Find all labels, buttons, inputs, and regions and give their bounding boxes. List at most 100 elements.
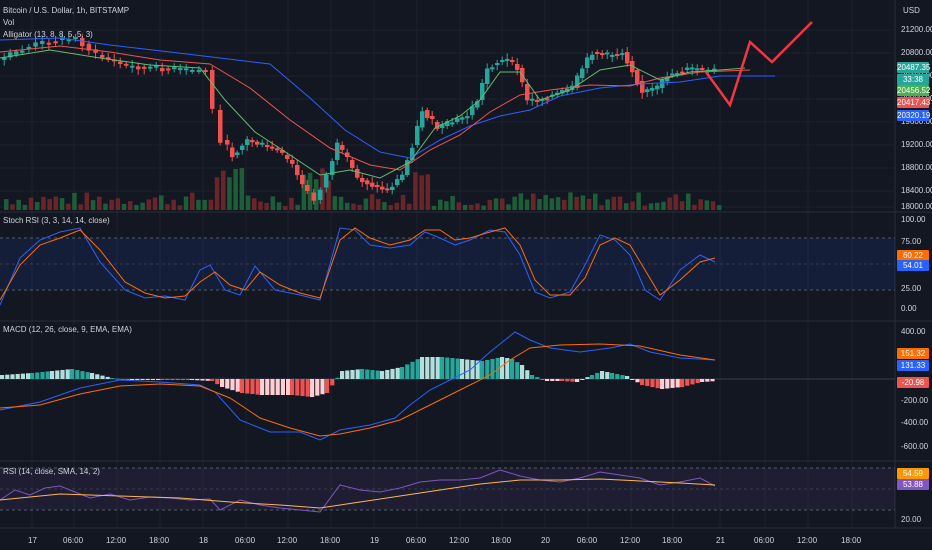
macd-histogram-bar: [55, 370, 60, 379]
macd-histogram-bar: [245, 379, 250, 394]
candle-body: [106, 57, 111, 60]
stoch-badge: 54.01: [897, 260, 929, 271]
volume-bar: [717, 205, 722, 210]
macd-histogram-bar: [26, 373, 31, 379]
volume-bar: [245, 195, 251, 210]
candle-body: [40, 41, 45, 44]
volume-bar: [487, 199, 493, 210]
volume-bar: [221, 170, 226, 210]
macd-histogram-bar: [430, 357, 435, 379]
rsi-badge: 53.88: [897, 479, 929, 490]
volume-bar: [276, 202, 282, 210]
macd-histogram-bar: [295, 379, 300, 396]
alligator-jaw-line: [0, 37, 775, 159]
candle-body: [420, 111, 425, 128]
macd-histogram-bar: [280, 379, 285, 395]
macd-histogram-bar: [345, 370, 350, 379]
candle-body: [565, 88, 570, 92]
volume-bar: [177, 205, 183, 210]
candle-body: [270, 146, 275, 149]
candle-body: [415, 125, 420, 145]
volume-bar: [481, 205, 486, 210]
candle-body: [480, 82, 485, 100]
macd-histogram-bar: [140, 379, 145, 380]
macd-histogram-bar: [465, 359, 470, 379]
volume-bar: [103, 203, 108, 210]
macd-label: MACD (12, 26, close, 9, EMA, EMA): [3, 325, 132, 334]
candle-body: [580, 68, 585, 78]
candle-body: [250, 140, 255, 143]
macd-histogram-bar: [150, 379, 155, 380]
candle-body: [8, 52, 13, 58]
volume-bar: [648, 203, 654, 210]
macd-histogram-bar: [550, 379, 555, 381]
candle-body: [240, 145, 245, 150]
price-tick: 21200.00: [901, 25, 932, 34]
time-axis-tick: 12:00: [797, 536, 818, 545]
macd-histogram-bar: [125, 379, 130, 380]
macd-histogram-bar: [440, 357, 445, 379]
volume-bar: [617, 196, 623, 210]
volume-bar: [326, 180, 331, 210]
volume-bar: [121, 203, 127, 210]
macd-histogram-bar: [35, 372, 40, 379]
time-axis-tick: 21: [716, 536, 725, 545]
macd-histogram-bar: [230, 379, 235, 391]
candle-body: [610, 54, 615, 57]
time-axis-tick: 12:00: [620, 536, 641, 545]
volume-bar: [543, 194, 548, 210]
macd-histogram-bar: [590, 375, 595, 379]
volume-bar: [624, 203, 629, 210]
price-badge: 33:38: [897, 74, 929, 85]
time-axis-tick: 06:00: [577, 536, 598, 545]
macd-histogram-bar: [710, 379, 715, 382]
macd-histogram-bar: [680, 379, 685, 387]
time-axis-tick: 19: [370, 536, 379, 545]
time-axis-tick: 18:00: [841, 536, 862, 545]
macd-histogram-bar: [30, 373, 35, 379]
time-axis-tick: 20: [541, 536, 550, 545]
volume-bar: [214, 177, 220, 210]
candle-body: [86, 43, 92, 51]
volume-bar: [239, 168, 245, 210]
volume-bar: [72, 192, 77, 210]
macd-histogram-bar: [645, 379, 650, 387]
macd-signal-line: [0, 343, 716, 437]
candle-body: [695, 68, 700, 71]
macd-histogram-bar: [490, 358, 495, 379]
macd-histogram-bar: [80, 371, 85, 379]
candle-body: [585, 57, 590, 68]
macd-histogram-bar: [515, 362, 520, 379]
volume-bar: [710, 201, 716, 210]
volume-bar: [338, 196, 344, 210]
volume-bar: [84, 192, 90, 210]
time-axis-tick: 18: [199, 536, 208, 545]
candle-body: [136, 66, 141, 70]
price-tick: 18000.00: [901, 202, 932, 211]
macd-histogram-bar: [170, 379, 175, 380]
macd-histogram-bar: [330, 379, 335, 386]
candle-body: [20, 50, 25, 53]
macd-histogram-bar: [290, 379, 295, 395]
volume-bar: [35, 202, 40, 210]
candle-body: [690, 67, 695, 70]
candle-body: [360, 178, 365, 183]
candle-body: [505, 58, 510, 61]
volume-bar: [66, 203, 71, 210]
candle-body: [485, 68, 490, 84]
candle-body: [470, 106, 475, 115]
volume-bar: [537, 199, 542, 210]
macd-histogram-bar: [380, 371, 385, 379]
candle-body: [230, 147, 235, 158]
stoch-d-line: [0, 227, 716, 301]
volume-bar: [320, 168, 325, 210]
volume-bar: [134, 204, 139, 210]
volume-bar: [599, 205, 604, 210]
macd-histogram-bar: [350, 369, 355, 379]
candle-body: [535, 100, 540, 103]
stoch-k-line: [0, 227, 716, 306]
candle-body: [515, 64, 520, 70]
volume-bar: [252, 198, 257, 210]
candle-body: [184, 68, 189, 71]
